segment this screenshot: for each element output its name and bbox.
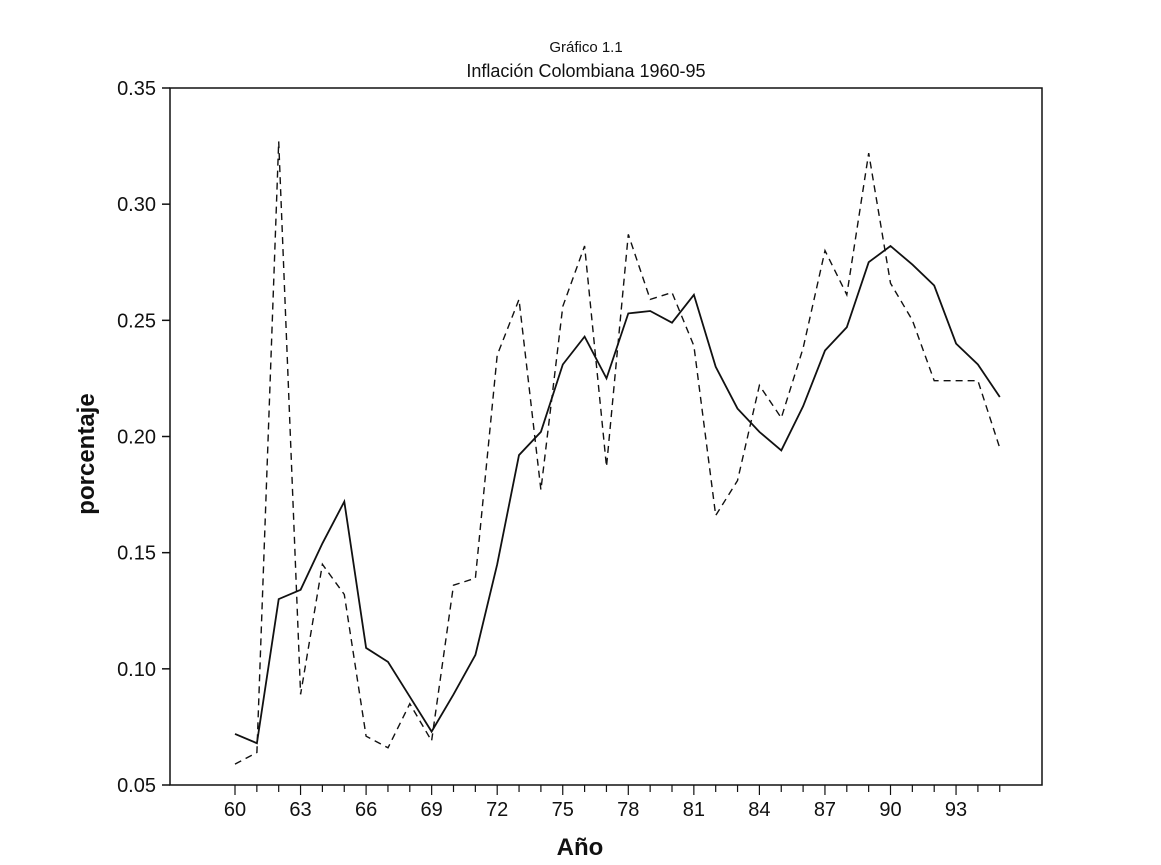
y-tick-label: 0.15 xyxy=(117,543,156,565)
x-tick-label: 78 xyxy=(617,799,639,821)
x-tick-label: 60 xyxy=(224,799,246,821)
x-tick-label: 69 xyxy=(421,799,443,821)
x-tick-label: 90 xyxy=(879,799,901,821)
x-tick-label: 72 xyxy=(486,799,508,821)
y-axis: 0.05 0.10 0.15 0.20 0.25 0.30 0.35 xyxy=(117,78,170,797)
y-axis-title: porcentaje xyxy=(73,393,100,514)
chart-subtitle: Inflación Colombiana 1960-95 xyxy=(466,61,705,81)
x-tick-label: 93 xyxy=(945,799,967,821)
y-tick-label: 0.25 xyxy=(117,310,156,332)
y-tick-label: 0.35 xyxy=(117,78,156,100)
x-tick-label: 66 xyxy=(355,799,377,821)
plot-frame xyxy=(169,87,1043,786)
series-line-dashed xyxy=(234,141,1001,765)
x-tick-label: 81 xyxy=(683,799,705,821)
y-tick-label: 0.20 xyxy=(117,427,156,449)
y-tick-label: 0.30 xyxy=(117,194,156,216)
y-tick-label: 0.05 xyxy=(117,775,156,797)
y-tick-label: 0.10 xyxy=(117,659,156,681)
series-line-solid xyxy=(234,244,1001,745)
x-tick-label: 63 xyxy=(289,799,311,821)
chart-title: Gráfico 1.1 xyxy=(549,39,622,56)
x-tick-label: 84 xyxy=(748,799,770,821)
x-tick-label: 87 xyxy=(814,799,836,821)
x-axis: 60 63 66 69 72 75 78 81 84 87 90 93 xyxy=(224,785,1001,821)
series-layer xyxy=(234,141,1001,765)
x-axis-title: Año xyxy=(557,834,604,861)
x-tick-label: 75 xyxy=(552,799,574,821)
